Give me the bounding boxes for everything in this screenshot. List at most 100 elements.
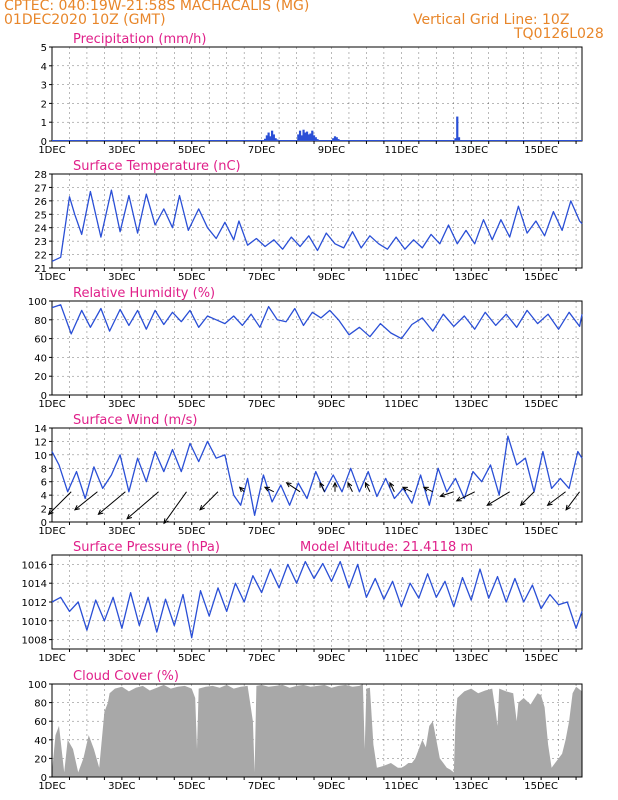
precip-bar <box>274 138 277 141</box>
wind-xtick-label: 5DEC <box>178 526 205 537</box>
wind-ytick-label: 10 <box>34 451 47 462</box>
precip-frame <box>51 46 583 142</box>
wind-arrow-shaft <box>565 491 580 511</box>
precip-bar <box>309 133 312 141</box>
temp-ytick-label: 23 <box>34 237 47 248</box>
wind-xtick-label: 7DEC <box>248 526 275 537</box>
precip-xtick-label: 3DEC <box>108 145 135 156</box>
wind-xtick-label: 1DEC <box>38 526 65 537</box>
wind-panel: 0 2 4 6 8 10 12 14 1DEC 3DEC 5DEC 7DEC 9DEC 11DEC 13DE… <box>34 413 583 537</box>
temp-xtick-label: 5DEC <box>178 272 205 283</box>
cloud-frame-top <box>51 683 583 778</box>
precip-xtick-label: 11DEC <box>385 145 419 156</box>
wind-ytick-label: 6 <box>41 478 47 489</box>
humidity-title: Relative Humidity (%) <box>73 286 215 301</box>
pressure-line <box>51 560 583 639</box>
header-grid-note: Vertical Grid Line: 10Z <box>413 12 570 28</box>
humidity-xtick-label: 15DEC <box>524 399 558 410</box>
precip-bar <box>314 137 317 141</box>
humidity-xtick-label: 11DEC <box>385 399 419 410</box>
pressure-xtick-label: 15DEC <box>524 653 558 664</box>
pressure-title: Surface Pressure (hPa) <box>73 540 220 555</box>
pressure-xtick-label: 7DEC <box>248 653 275 664</box>
header-location: CPTEC: 040:19W-21:58S MACHACALIS (MG) <box>4 0 310 14</box>
temp-xtick-label: 9DEC <box>318 272 345 283</box>
wind-arrow-head <box>364 481 370 488</box>
precip-bar <box>269 136 272 141</box>
temp-line <box>51 189 583 262</box>
wind-arrow-shaft <box>286 482 301 493</box>
wind-arrow-head <box>199 504 205 511</box>
cloud-xtick-label: 3DEC <box>108 781 135 792</box>
cloud-ytick-label: 60 <box>34 717 47 728</box>
cloud-xtick-label: 11DEC <box>385 781 419 792</box>
pressure-ytick-label: 1010 <box>22 617 47 628</box>
wind-arrow-shaft <box>199 491 219 511</box>
wind-arrow-shaft <box>520 491 535 506</box>
wind-arrow-head <box>422 486 429 492</box>
wind-arrow-shaft <box>402 486 413 493</box>
cloud-xtick-label: 5DEC <box>178 781 205 792</box>
precip-ytick-label: 4 <box>41 62 47 73</box>
precip-bar <box>298 130 302 141</box>
wind-arrow-head <box>319 481 325 488</box>
precip-xtick-label: 7DEC <box>248 145 275 156</box>
precip-bar <box>264 138 267 141</box>
wind-arrow-head <box>401 486 408 492</box>
precip-bar <box>297 134 300 141</box>
wind-arrow-shaft <box>423 486 434 493</box>
wind-xtick-label: 13DEC <box>454 526 488 537</box>
humidity-xtick-label: 1DEC <box>38 399 65 410</box>
humidity-ytick-label: 40 <box>34 353 47 364</box>
temp-xtick-label: 15DEC <box>524 272 558 283</box>
pressure-xtick-label: 11DEC <box>385 653 419 664</box>
wind-arrow-shaft <box>48 491 72 515</box>
wind-arrow-shaft <box>126 491 159 520</box>
temp-ytick-label: 21 <box>34 264 47 275</box>
wind-line <box>51 435 583 516</box>
cloud-ytick-label: 40 <box>34 736 47 747</box>
humidity-line <box>51 304 583 340</box>
temp-ytick-label: 27 <box>34 183 47 194</box>
cloud-title: Cloud Cover (%) <box>73 669 179 684</box>
cloud-ytick-label: 80 <box>34 699 47 710</box>
pressure-ytick-label: 1008 <box>22 636 47 647</box>
humidity-ytick-label: 60 <box>34 335 47 346</box>
wind-arrow-shaft <box>456 491 475 502</box>
temp-ytick-label: 26 <box>34 197 47 208</box>
wind-arrow-head <box>519 500 526 507</box>
wind-arrow-head <box>97 509 104 516</box>
precip-bar <box>307 134 310 141</box>
wind-ytick-label: 2 <box>41 505 47 516</box>
wind-arrow-head <box>455 496 462 502</box>
cloud-xtick-label: 9DEC <box>318 781 345 792</box>
precip-ytick-label: 0 <box>41 137 47 148</box>
cloud-area <box>52 684 582 777</box>
wind-xtick-label: 11DEC <box>385 526 419 537</box>
precip-xtick-label: 13DEC <box>454 145 488 156</box>
wind-arrow-head <box>439 492 446 498</box>
humidity-ytick-label: 80 <box>34 316 47 327</box>
pressure-ytick-label: 1016 <box>22 560 47 571</box>
pressure-panel: 1008 1010 1012 1014 1016 1DEC 3DEC 5DEC 7DEC 9DEC… <box>22 540 583 664</box>
humidity-ytick-label: 20 <box>34 372 47 383</box>
wind-arrow-head <box>347 481 353 488</box>
pressure-ytick-label: 1014 <box>22 579 47 590</box>
wind-arrow-head <box>163 518 169 525</box>
precip-bar <box>333 136 337 141</box>
pressure-xtick-label: 5DEC <box>178 653 205 664</box>
precip-title: Precipitation (mm/h) <box>73 32 206 47</box>
humidity-xtick-label: 5DEC <box>178 399 205 410</box>
wind-arrow-shaft <box>264 486 275 493</box>
wind-ytick-label: 14 <box>34 424 47 435</box>
cloud-ytick-label: 0 <box>41 773 47 784</box>
cloud-ytick-label: 20 <box>34 754 47 765</box>
precip-bar <box>457 137 461 141</box>
wind-arrow-shaft <box>74 491 98 511</box>
wind-arrow-head <box>332 481 338 488</box>
wind-arrow-head <box>389 481 395 488</box>
wind-ytick-label: 4 <box>41 491 47 502</box>
precip-bar <box>304 132 307 141</box>
wind-ytick-label: 8 <box>41 464 47 475</box>
humidity-xtick-label: 7DEC <box>248 399 275 410</box>
